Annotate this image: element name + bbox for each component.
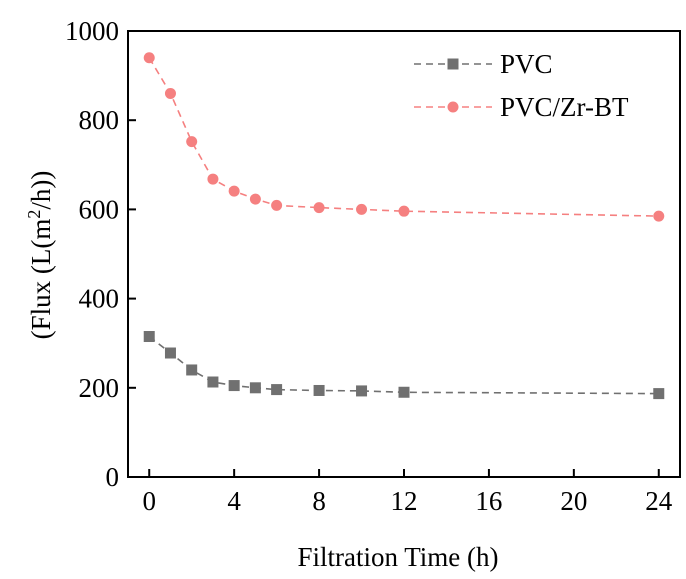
data-point bbox=[228, 185, 240, 197]
x-tick-label: 0 bbox=[142, 486, 156, 516]
legend-item-2: PVC/Zr-BT bbox=[414, 92, 629, 122]
y-axis-title-part-2: /h)) bbox=[26, 171, 56, 210]
legend-item-1: PVC bbox=[414, 49, 553, 79]
data-point bbox=[249, 382, 261, 394]
x-tick-label: 16 bbox=[475, 486, 502, 516]
data-point bbox=[356, 203, 368, 215]
x-axis-ticks: 0 4 8 12 16 20 24 bbox=[142, 469, 673, 516]
series-line bbox=[148, 57, 659, 217]
data-point bbox=[653, 210, 665, 222]
legend-label: PVC bbox=[500, 49, 553, 79]
legend-marker bbox=[447, 101, 459, 113]
series-1 bbox=[143, 331, 665, 400]
data-point bbox=[271, 384, 283, 396]
y-tick-label: 400 bbox=[79, 284, 120, 314]
x-tick-label: 24 bbox=[645, 486, 673, 516]
data-point bbox=[249, 193, 261, 205]
data-point bbox=[164, 87, 176, 99]
data-point bbox=[186, 136, 198, 148]
y-tick-label: 200 bbox=[79, 373, 120, 403]
legend-label: PVC/Zr-BT bbox=[500, 92, 629, 122]
series-line bbox=[148, 335, 659, 395]
data-point bbox=[186, 364, 198, 376]
data-point bbox=[228, 380, 240, 392]
y-tick-label: 1000 bbox=[65, 16, 119, 46]
x-axis-title: Filtration Time (h) bbox=[297, 542, 498, 572]
data-point bbox=[398, 205, 410, 217]
legend: PVC PVC/Zr-BT bbox=[414, 49, 629, 122]
x-tick-label: 12 bbox=[391, 486, 418, 516]
series-layer bbox=[143, 52, 665, 400]
series-2 bbox=[143, 52, 665, 222]
data-point bbox=[271, 199, 283, 211]
x-tick-label: 8 bbox=[312, 486, 326, 516]
y-axis-title: (Flux (L(m2/h)) bbox=[24, 171, 56, 340]
data-point bbox=[398, 386, 410, 398]
y-axis-title-superscript: 2 bbox=[24, 210, 44, 219]
data-point bbox=[653, 388, 665, 400]
data-point bbox=[143, 52, 155, 64]
data-point bbox=[164, 347, 176, 359]
y-tick-label: 0 bbox=[106, 462, 120, 492]
legend-marker bbox=[447, 58, 459, 70]
y-tick-label: 600 bbox=[79, 194, 120, 224]
data-point bbox=[313, 202, 325, 214]
x-tick-label: 4 bbox=[227, 486, 241, 516]
data-point bbox=[313, 384, 325, 396]
y-axis-title-part-1: (Flux (L(m bbox=[26, 219, 56, 340]
data-point bbox=[356, 385, 368, 397]
data-point bbox=[207, 376, 219, 388]
data-point bbox=[143, 331, 155, 343]
y-tick-label: 800 bbox=[79, 105, 120, 135]
x-tick-label: 20 bbox=[560, 486, 587, 516]
data-point bbox=[207, 173, 219, 185]
y-axis-ticks: 0 200 400 600 800 1000 bbox=[65, 16, 136, 492]
